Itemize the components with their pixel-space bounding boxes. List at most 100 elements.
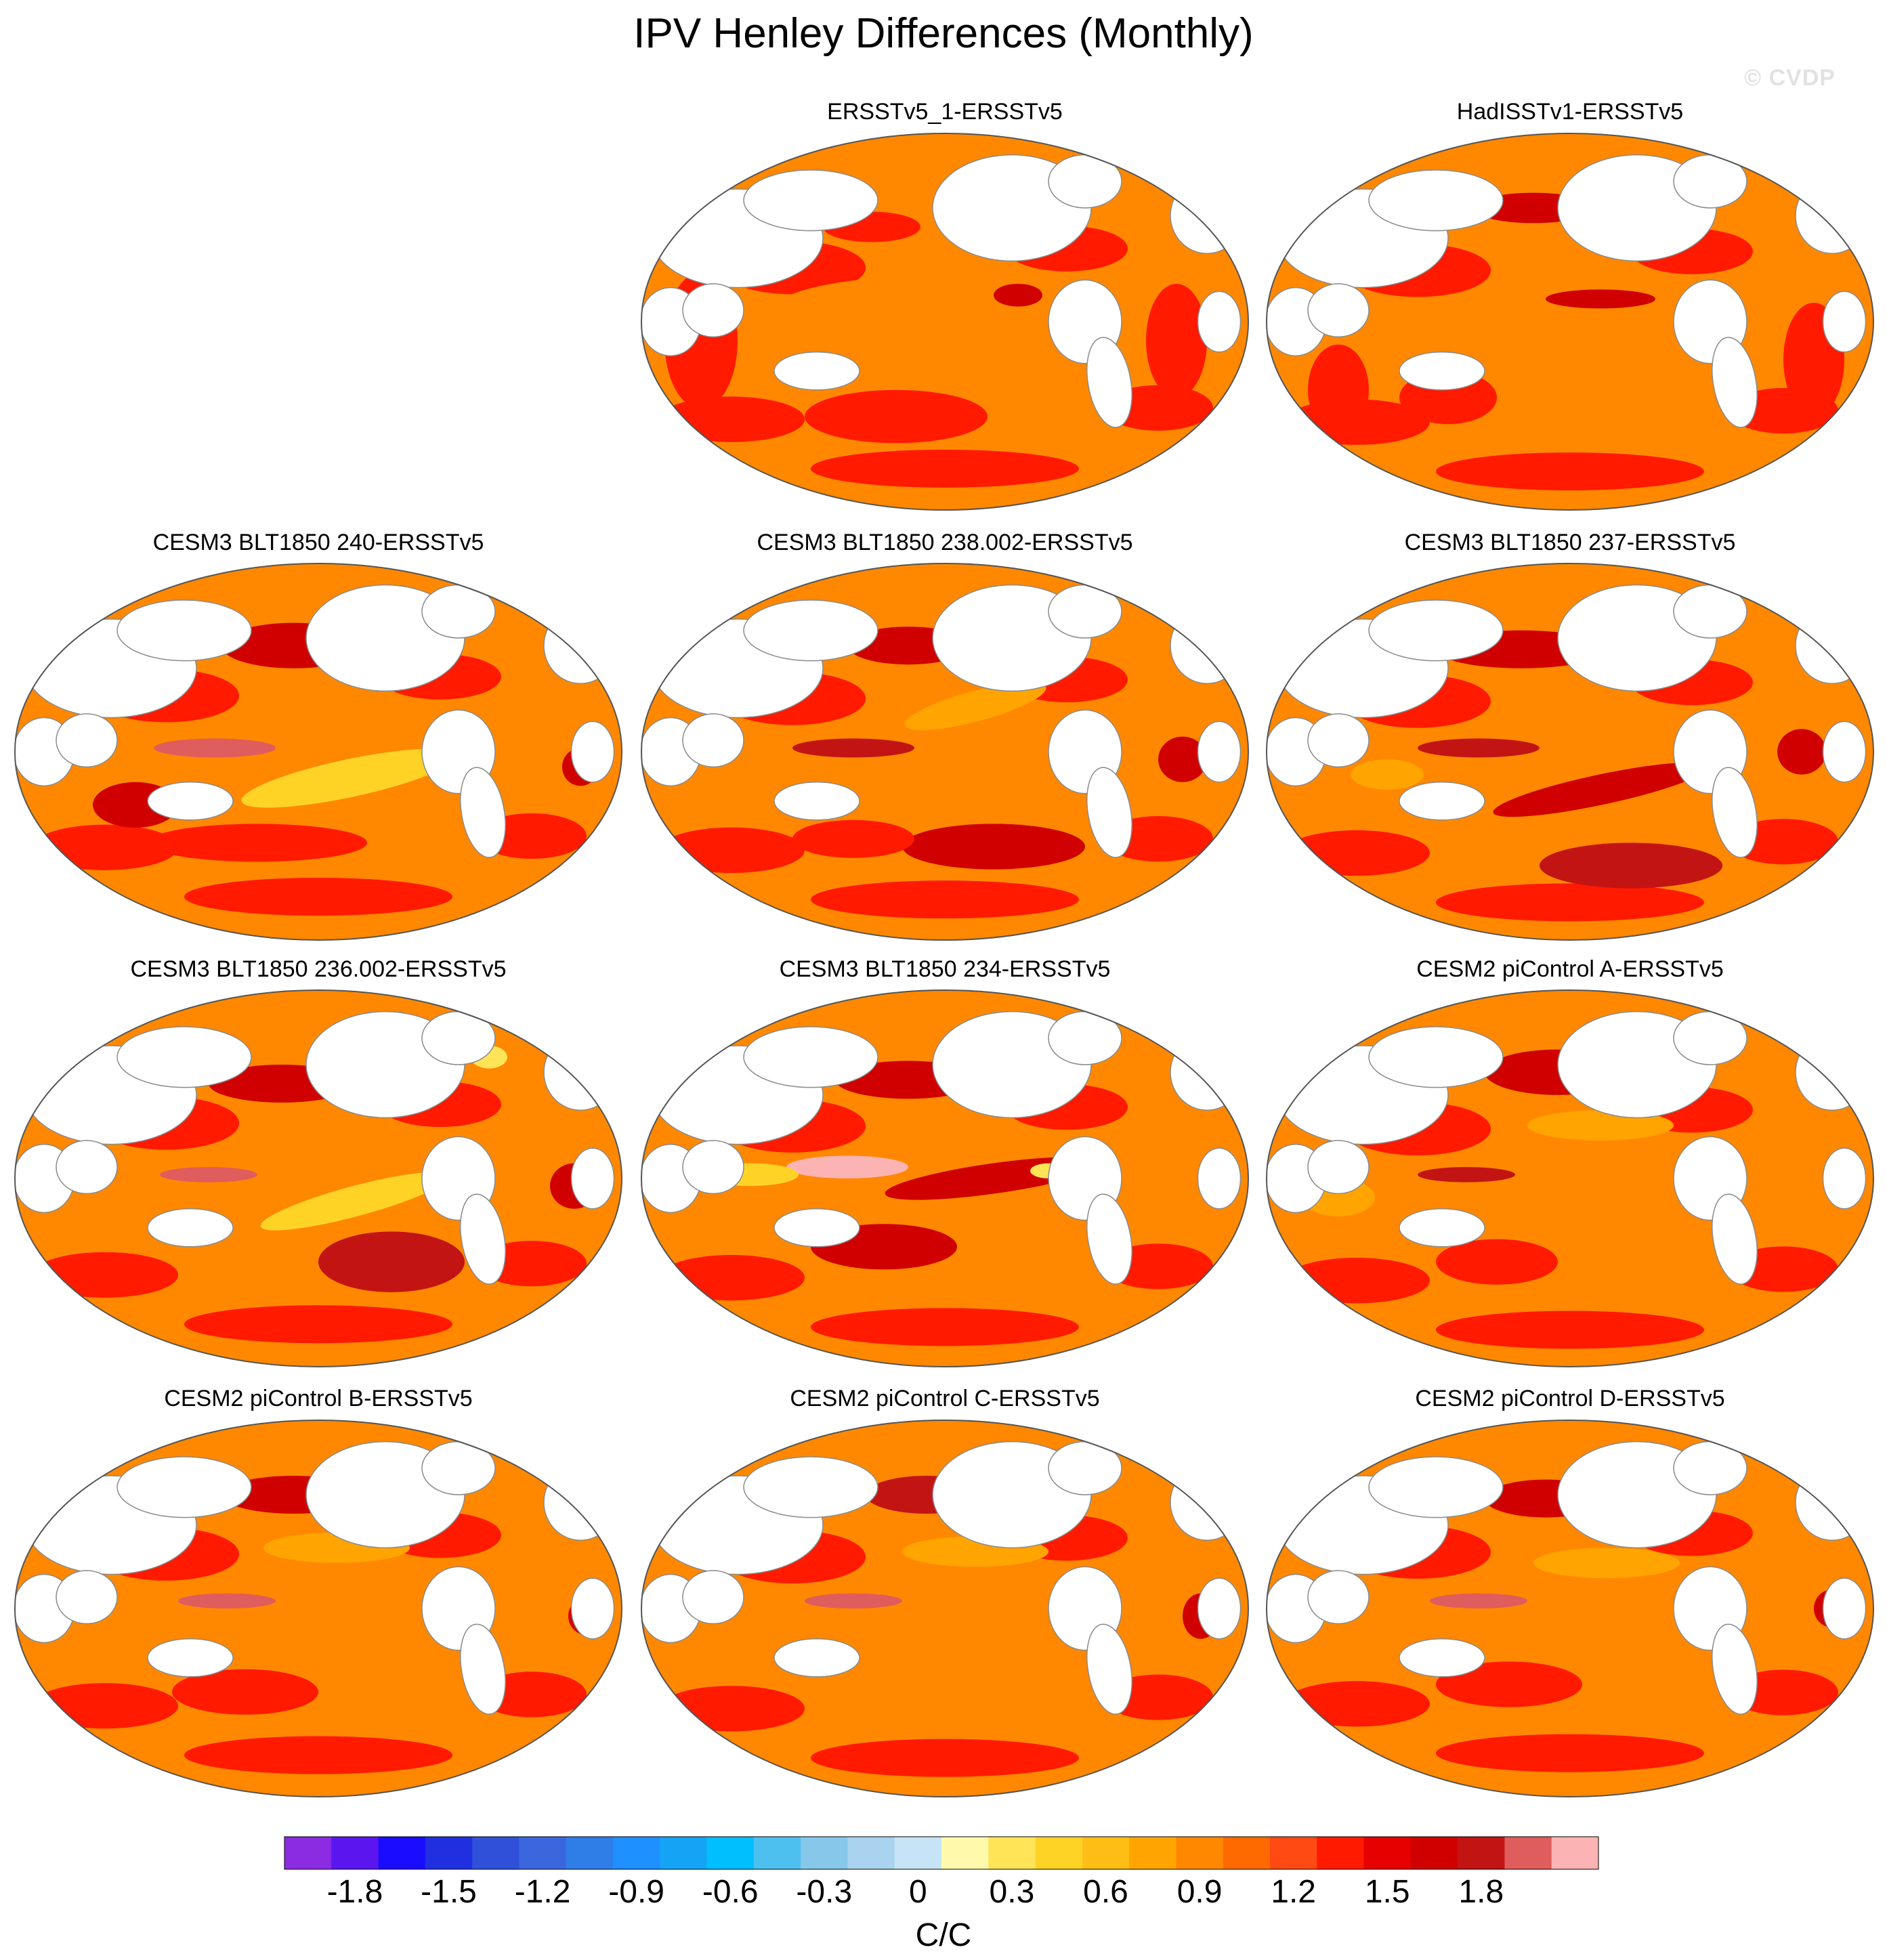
land-mass [1086,1193,1132,1285]
anomaly-region [904,682,1046,731]
anomaly-region [260,1172,450,1231]
land-mass [543,607,618,684]
land-mass [1399,1638,1485,1678]
anomaly-region [184,1305,452,1344]
colorbar-swatch [1270,1837,1317,1869]
land-mass [460,767,506,858]
colorbar-frame [284,1836,1599,1870]
anomaly-region [172,1669,318,1715]
land-mass [773,782,860,821]
land-mass [460,1193,506,1285]
panel-title: CESM2 piControl C-ERSSTv5 [790,1386,1100,1411]
panel-title: ERSSTv5_1-ERSSTv5 [827,99,1063,125]
land-mass [1822,1147,1867,1210]
land-mass [773,1208,860,1248]
land-mass [116,1026,252,1088]
map-border [1266,1420,1874,1797]
anomaly-region [184,878,452,916]
colorbar-tick-label: 0.6 [1083,1874,1128,1910]
anomaly-region [1351,759,1424,790]
anomaly-region [241,748,457,808]
anomaly-region [811,1308,1079,1346]
land-mass [1368,169,1504,232]
colorbar-tick-label: 0.9 [1176,1874,1223,1910]
colorbar-tick-label: -0.6 [702,1874,759,1910]
land-mass [743,599,878,662]
land-mass [1197,291,1242,353]
colorbar [284,1836,1599,1870]
colorbar-tick-label: -1.2 [514,1874,571,1910]
anomaly-region [792,738,914,758]
colorbar-swatch [472,1837,520,1869]
anomaly-region [658,1255,805,1301]
land-mass [1712,337,1758,428]
panel-title: CESM2 piControl D-ERSSTv5 [1415,1386,1725,1411]
anomaly-region [1436,1239,1558,1285]
land-mass [1673,1010,1747,1065]
map-panel [641,989,1249,1367]
map-border [14,1420,622,1797]
colorbar-swatch [613,1837,660,1869]
anomaly-region [786,1155,908,1178]
land-mass [460,1623,506,1715]
colorbar-swatch [566,1837,614,1869]
anomaly-region [811,449,1079,488]
map-border [14,563,622,941]
panel-title: CESM3 BLT1850 236.002-ERSSTv5 [130,956,507,982]
colorbar-swatch [1410,1837,1458,1869]
anomaly-region [1418,738,1540,758]
colorbar-swatch [706,1837,755,1869]
colorbar-swatch [847,1837,895,1869]
colorbar-swatch [284,1837,332,1869]
land-mass [1712,767,1758,858]
map-panel [1266,1420,1874,1797]
map-border [641,563,1249,941]
land-mass [1795,177,1869,254]
anomaly-region [658,827,805,873]
anomaly-region [148,824,367,862]
map-panel [641,563,1249,941]
land-mass [743,1456,878,1518]
anomaly-region [823,1684,969,1722]
panel-title: CESM2 piControl B-ERSSTv5 [164,1386,473,1411]
colorbar-tick-label: 0.3 [989,1874,1035,1910]
map-panel [14,1420,622,1797]
map-panel [641,1420,1249,1797]
colorbar-swatch [425,1837,473,1869]
land-mass [1086,1623,1132,1715]
panel-title: HadISSTv1-ERSSTv5 [1456,99,1684,125]
map-border [1266,989,1874,1367]
colorbar-tick-label: 1.5 [1364,1874,1410,1910]
anomaly-region [44,611,81,635]
land-mass [1673,1441,1747,1495]
land-mass [421,1010,496,1065]
land-mass [743,169,878,232]
land-mass [56,1570,118,1625]
anomaly-region [1158,736,1207,782]
land-mass [1048,154,1122,209]
colorbar-swatch [1458,1837,1505,1869]
land-mass [1673,154,1747,209]
anomaly-region [1308,344,1369,435]
land-mass [147,782,234,821]
map-panel [14,989,622,1367]
panel-title: CESM3 BLT1850 240-ERSSTv5 [152,530,484,555]
land-mass [543,1464,618,1541]
land-mass [147,1208,234,1248]
anomaly-region [32,1683,178,1729]
land-mass [570,1577,615,1640]
anomaly-region [1777,729,1826,775]
anomaly-region [768,276,1085,352]
anomaly-region [811,1739,1079,1777]
colorbar-swatch [378,1837,426,1869]
colorbar-swatch [1504,1837,1552,1869]
anomaly-region [1533,1548,1680,1579]
land-mass [1307,283,1370,338]
map-panel [641,133,1249,511]
colorbar-tick-label: 1.2 [1271,1874,1316,1910]
colorbar-tick-label: -1.8 [326,1874,383,1910]
colorbar-swatch [801,1837,848,1869]
map-panel [1266,989,1874,1367]
anomaly-region [805,389,988,444]
land-mass [1086,337,1132,428]
